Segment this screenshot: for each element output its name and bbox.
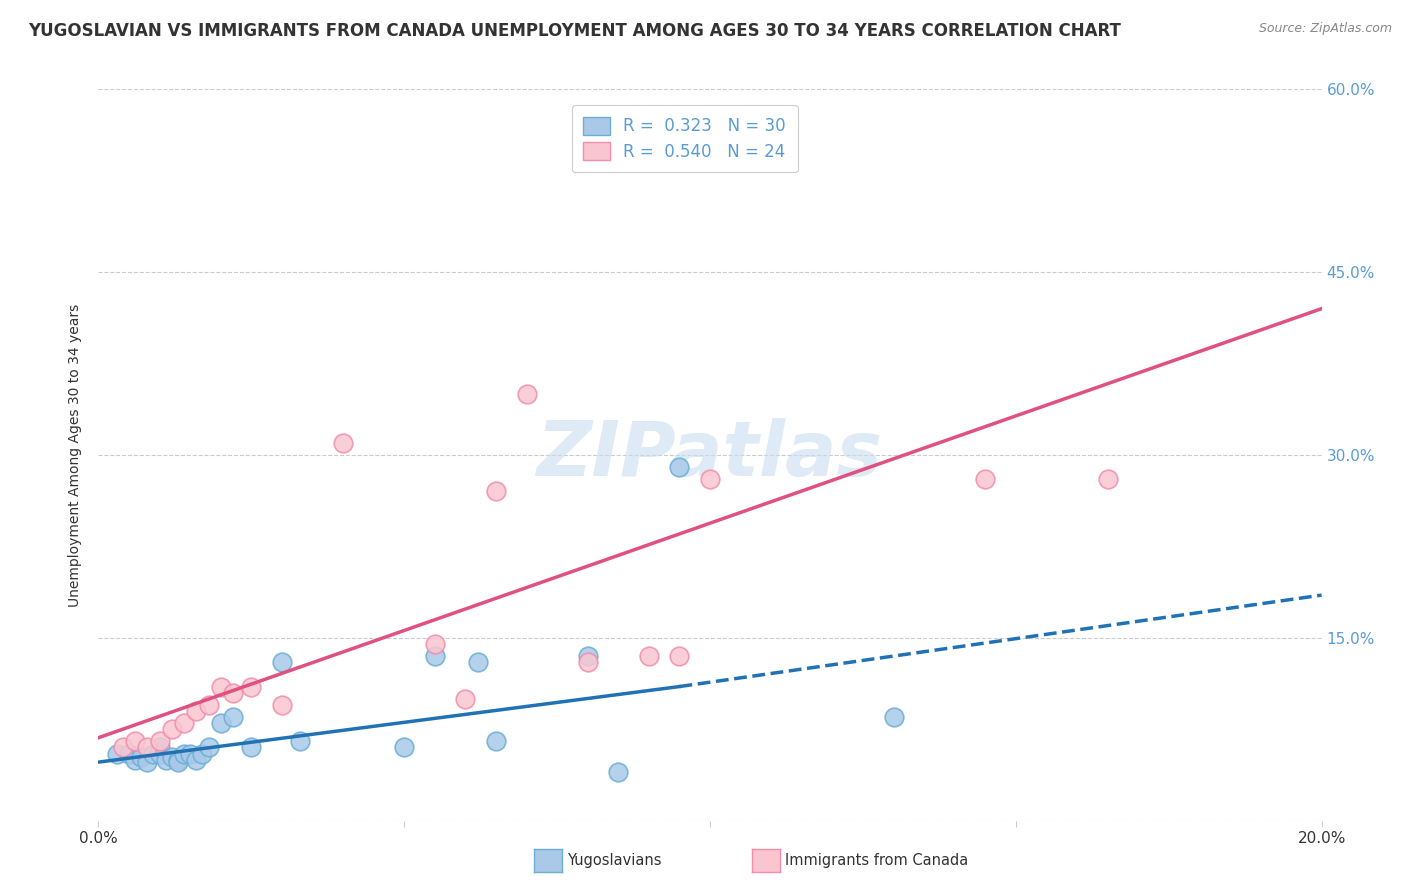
Point (240, 680, 263, 694)
Point (759, 136, 782, 151)
Point (111, 740, 134, 755)
Point (124, 753, 146, 767)
Point (179, 747, 201, 761)
Point (423, 637, 446, 651)
Point (576, 655, 599, 669)
Point (191, 747, 214, 761)
Point (270, 698, 292, 712)
Text: YUGOSLAVIAN VS IMMIGRANTS FROM CANADA UNEMPLOYMENT AMONG AGES 30 TO 34 YEARS COR: YUGOSLAVIAN VS IMMIGRANTS FROM CANADA UN… (28, 22, 1121, 40)
Point (485, 734, 508, 748)
Point (186, 704, 208, 718)
Point (222, 686, 245, 700)
Point (392, 740, 416, 755)
Point (270, 655, 292, 669)
Point (209, 680, 232, 694)
Point (290, 734, 312, 748)
Text: ZIPatlas: ZIPatlas (537, 418, 883, 491)
Y-axis label: Unemployment Among Ages 30 to 34 years: Unemployment Among Ages 30 to 34 years (69, 303, 83, 607)
Point (454, 691, 477, 706)
Point (576, 649, 599, 664)
Point (167, 753, 190, 767)
Point (155, 753, 177, 767)
Point (105, 747, 128, 761)
Point (209, 716, 232, 731)
Point (197, 698, 219, 712)
Point (186, 753, 208, 767)
Point (240, 740, 263, 755)
Point (637, 649, 661, 664)
Legend: R =  0.323   N = 30, R =  0.540   N = 24: R = 0.323 N = 30, R = 0.540 N = 24 (572, 105, 797, 172)
Point (142, 747, 165, 761)
Point (118, 747, 141, 761)
Point (160, 723, 183, 737)
Point (332, 435, 354, 450)
Point (149, 747, 172, 761)
Point (173, 747, 195, 761)
Text: Yugoslavians: Yugoslavians (567, 854, 661, 868)
Point (149, 740, 172, 755)
Point (136, 740, 159, 755)
Text: Immigrants from Canada: Immigrants from Canada (785, 854, 967, 868)
Point (516, 387, 538, 401)
Point (1097, 472, 1119, 486)
Point (124, 734, 146, 748)
Point (149, 734, 172, 748)
Point (607, 764, 630, 779)
Point (668, 649, 690, 664)
Point (160, 750, 183, 764)
Point (668, 460, 690, 475)
Point (883, 710, 905, 724)
Point (136, 755, 159, 769)
Point (699, 472, 721, 486)
Point (485, 484, 508, 499)
Point (173, 716, 195, 731)
Point (974, 472, 997, 486)
Point (197, 740, 219, 755)
Point (129, 750, 152, 764)
Text: Source: ZipAtlas.com: Source: ZipAtlas.com (1258, 22, 1392, 36)
Point (167, 755, 190, 769)
Point (222, 710, 245, 724)
Point (467, 655, 489, 669)
Point (423, 649, 446, 664)
